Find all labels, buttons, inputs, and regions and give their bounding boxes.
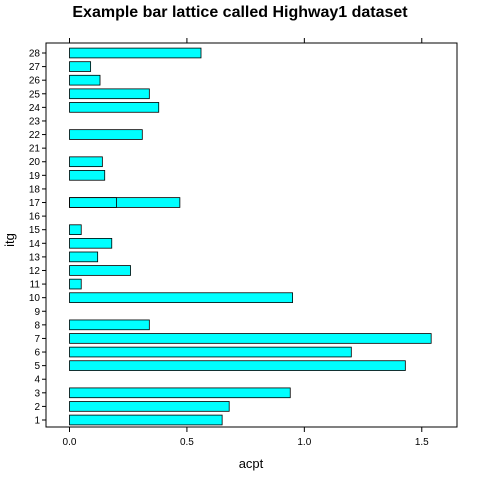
bar-19 xyxy=(69,170,106,181)
x-axis-label: acpt xyxy=(239,456,264,471)
y-axis-ticks: 1234567891011121314151617181920212223242… xyxy=(29,49,46,427)
y-tick-label-4: 4 xyxy=(34,375,40,386)
y-tick-label-28: 28 xyxy=(29,49,41,60)
y-tick-label-3: 3 xyxy=(34,388,40,399)
bar-7 xyxy=(69,333,432,344)
bar-8 xyxy=(69,319,150,331)
y-tick-label-14: 14 xyxy=(29,239,41,250)
bar-17 xyxy=(69,197,181,208)
y-tick-label-18: 18 xyxy=(29,184,41,195)
bar-11 xyxy=(69,278,82,290)
bar-22 xyxy=(69,129,143,140)
y-tick-label-5: 5 xyxy=(34,361,40,372)
y-tick-label-12: 12 xyxy=(29,266,41,277)
y-tick-label-1: 1 xyxy=(34,416,40,427)
y-tick-label-17: 17 xyxy=(29,198,41,209)
y-tick-label-23: 23 xyxy=(29,116,41,127)
bar-24 xyxy=(69,102,160,113)
y-tick-label-16: 16 xyxy=(29,212,41,223)
bar-group xyxy=(69,47,432,426)
bar-26 xyxy=(69,74,101,86)
x-tick-label-0: 0.0 xyxy=(63,437,77,448)
y-tick-label-26: 26 xyxy=(29,76,41,87)
bar-25 xyxy=(69,88,150,100)
y-tick-label-27: 27 xyxy=(29,62,41,73)
y-tick-label-2: 2 xyxy=(34,402,40,413)
plot-panel xyxy=(45,42,458,428)
chart-title: Example bar lattice called Highway1 data… xyxy=(72,4,408,21)
bar-3 xyxy=(69,387,291,399)
y-tick-label-25: 25 xyxy=(29,89,41,100)
bar-6 xyxy=(69,346,352,358)
y-tick-label-20: 20 xyxy=(29,157,41,168)
bar-2 xyxy=(69,401,230,412)
bar-15 xyxy=(69,224,82,235)
bar-5 xyxy=(69,360,406,371)
bar-20 xyxy=(69,156,103,168)
y-tick-label-13: 13 xyxy=(29,252,41,263)
bar-1 xyxy=(69,414,223,426)
y-tick-label-11: 11 xyxy=(30,280,41,291)
bar-10 xyxy=(69,292,294,303)
bar-overlay-17 xyxy=(69,197,117,208)
y-tick-label-9: 9 xyxy=(34,307,40,318)
bar-27 xyxy=(69,61,92,72)
y-axis-label: itg xyxy=(2,233,17,247)
bar-28 xyxy=(69,47,202,59)
y-tick-label-24: 24 xyxy=(29,103,41,114)
x-axis-ticks: 0.0 0.5 1.0 1.5 xyxy=(63,38,429,448)
y-tick-label-15: 15 xyxy=(29,225,41,236)
y-tick-label-7: 7 xyxy=(34,334,40,345)
bar-12 xyxy=(69,265,131,276)
y-tick-label-19: 19 xyxy=(29,171,41,182)
y-tick-label-10: 10 xyxy=(29,293,41,304)
x-tick-label-3: 1.5 xyxy=(415,437,429,448)
y-tick-label-6: 6 xyxy=(34,348,40,359)
y-tick-label-22: 22 xyxy=(29,130,41,141)
y-tick-label-8: 8 xyxy=(34,320,40,331)
x-tick-label-1: 0.5 xyxy=(180,437,194,448)
y-tick-label-21: 21 xyxy=(29,144,41,155)
bar-13 xyxy=(69,251,99,263)
x-tick-label-2: 1.0 xyxy=(297,437,311,448)
bar-14 xyxy=(69,238,113,249)
